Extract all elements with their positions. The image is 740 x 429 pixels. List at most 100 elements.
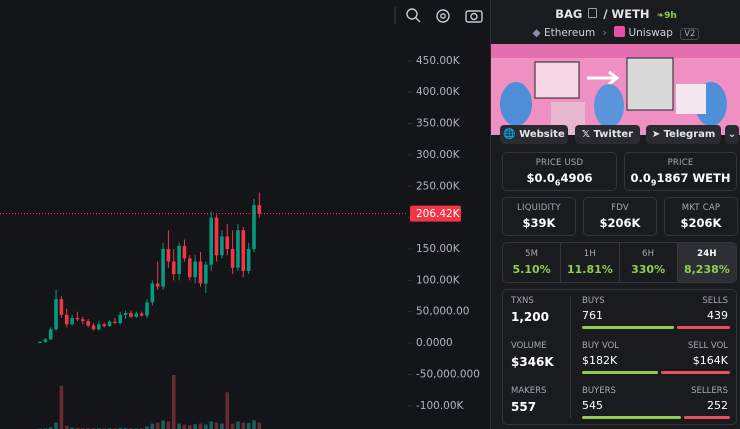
copy-icon[interactable] [588, 8, 598, 18]
candle-body [204, 264, 208, 284]
link-text: Twitter [593, 129, 634, 140]
metric-value: $39K [522, 216, 556, 230]
link-telegram[interactable]: ➤ Telegram [646, 125, 721, 144]
price-native-label: PRICE [667, 158, 694, 168]
change-value: 330% [631, 263, 666, 276]
change-tab[interactable]: 24H 8,238% [677, 243, 736, 282]
candle-body [81, 319, 85, 322]
settings-icon[interactable] [436, 9, 450, 23]
volume-bar [171, 375, 176, 429]
volume-bar [204, 424, 208, 429]
volume-bar [198, 423, 203, 429]
price-usd-value: $0.064906 [503, 171, 616, 187]
volume-label: VOLUME [511, 341, 547, 351]
y-tick-label: 250.00K [416, 180, 461, 192]
buyers-bar [582, 416, 682, 419]
volume-bar [214, 422, 219, 429]
banner-image [491, 44, 740, 135]
volume-bar [209, 421, 213, 429]
candle-body [134, 313, 139, 317]
metric-label: FDV [611, 203, 629, 213]
link-website[interactable]: 🌐 Website [500, 125, 568, 144]
candle-body [171, 261, 176, 275]
last-price-label: 206.42K [416, 208, 461, 220]
volume-bar [91, 427, 96, 429]
change-value: 8,238% [683, 263, 730, 276]
volume-bar [246, 422, 251, 429]
candle-body [129, 312, 133, 317]
y-tick-label: 150.00K [416, 243, 461, 255]
volume-bar [123, 427, 128, 429]
candle-body [54, 299, 58, 330]
search-icon[interactable] [406, 8, 421, 23]
link-twitter[interactable]: 𝕏 Twitter [575, 125, 640, 144]
buys-bar [582, 326, 674, 329]
y-tick-label: 0.0000 [416, 337, 453, 349]
volume-bar [230, 423, 235, 429]
metric-value: $206K [599, 216, 641, 230]
txns-label: TXNS [511, 296, 534, 306]
volume-bar [166, 421, 171, 429]
sells-value: 439 [707, 309, 728, 322]
camera-icon[interactable] [465, 10, 483, 23]
volume-bar [59, 385, 64, 429]
volume-bar [161, 420, 165, 429]
change-value: 11.81% [566, 263, 613, 276]
price-digits: 4906 [560, 171, 593, 185]
buys-label: BUYS [582, 296, 605, 306]
last-price-tag [410, 205, 461, 222]
change-label: 5M [525, 249, 539, 259]
change-tab[interactable]: 6H 330% [620, 243, 678, 282]
volume-bar [220, 423, 224, 429]
dex-icon [614, 26, 626, 37]
txns-value: 1,200 [511, 310, 549, 324]
quote-symbol: / WETH [603, 7, 650, 21]
price-prefix: 0.0 [630, 171, 651, 185]
volume-bar [241, 422, 246, 429]
candle-body [38, 341, 42, 344]
makers-label: MAKERS [511, 386, 547, 396]
candle-body [220, 236, 224, 256]
volume-bar [188, 425, 192, 429]
sellers-label: SELLERS [691, 386, 728, 396]
y-tick-label: 300.00K [416, 149, 461, 161]
candle-body [75, 317, 80, 320]
plot-area: 450.00K400.00K350.00K300.00K250.00K200.0… [0, 55, 480, 429]
pair-title: BAG / WETH ❧9h [491, 7, 740, 21]
change-value: 5.10% [512, 263, 551, 276]
change-tabs: 5M 5.10% 1H 11.81% 6H 330% 24H 8,238% [502, 242, 737, 283]
candle-body [150, 283, 155, 303]
price-usd-label: PRICE USD [535, 158, 584, 168]
y-tick-label: 100.00K [416, 274, 461, 286]
candle-body [252, 205, 256, 249]
buy_vol-label: BUY VOL [582, 341, 620, 351]
y-tick-label: 400.00K [416, 86, 461, 98]
candle-body [64, 314, 69, 325]
volume-bar [150, 423, 155, 429]
buys-value: 761 [582, 309, 603, 322]
price-zeros: 6 [554, 178, 561, 188]
pair-age: ❧9h [656, 11, 677, 21]
volume-bar [54, 422, 58, 429]
sell_vol-value: $164K [692, 354, 728, 367]
candle-body [91, 325, 96, 330]
change-tab[interactable]: 5M 5.10% [503, 243, 562, 282]
y-tick-label: 50,000.00 [416, 306, 469, 318]
chart: 450.00K400.00K350.00K300.00K250.00K200.0… [0, 7, 483, 429]
change-tab[interactable]: 1H 11.81% [561, 243, 620, 282]
candle-body [70, 317, 74, 325]
volume-bar [182, 424, 187, 429]
volume-bar [75, 427, 80, 429]
price-native-value: 0.091867 WETH [625, 171, 736, 187]
candle-body [145, 302, 149, 316]
more-links[interactable]: ⌄ [725, 125, 739, 144]
dex-name[interactable]: Uniswap [628, 27, 673, 39]
chain-name[interactable]: Ethereum [543, 27, 596, 39]
volume-bar [193, 424, 197, 429]
candle-body [107, 321, 112, 327]
candle-body [139, 313, 144, 316]
candle-body [182, 245, 187, 259]
dex-version: V2 [680, 28, 700, 40]
volume-bar [257, 422, 262, 429]
y-tick-label: 450.00K [416, 55, 461, 67]
